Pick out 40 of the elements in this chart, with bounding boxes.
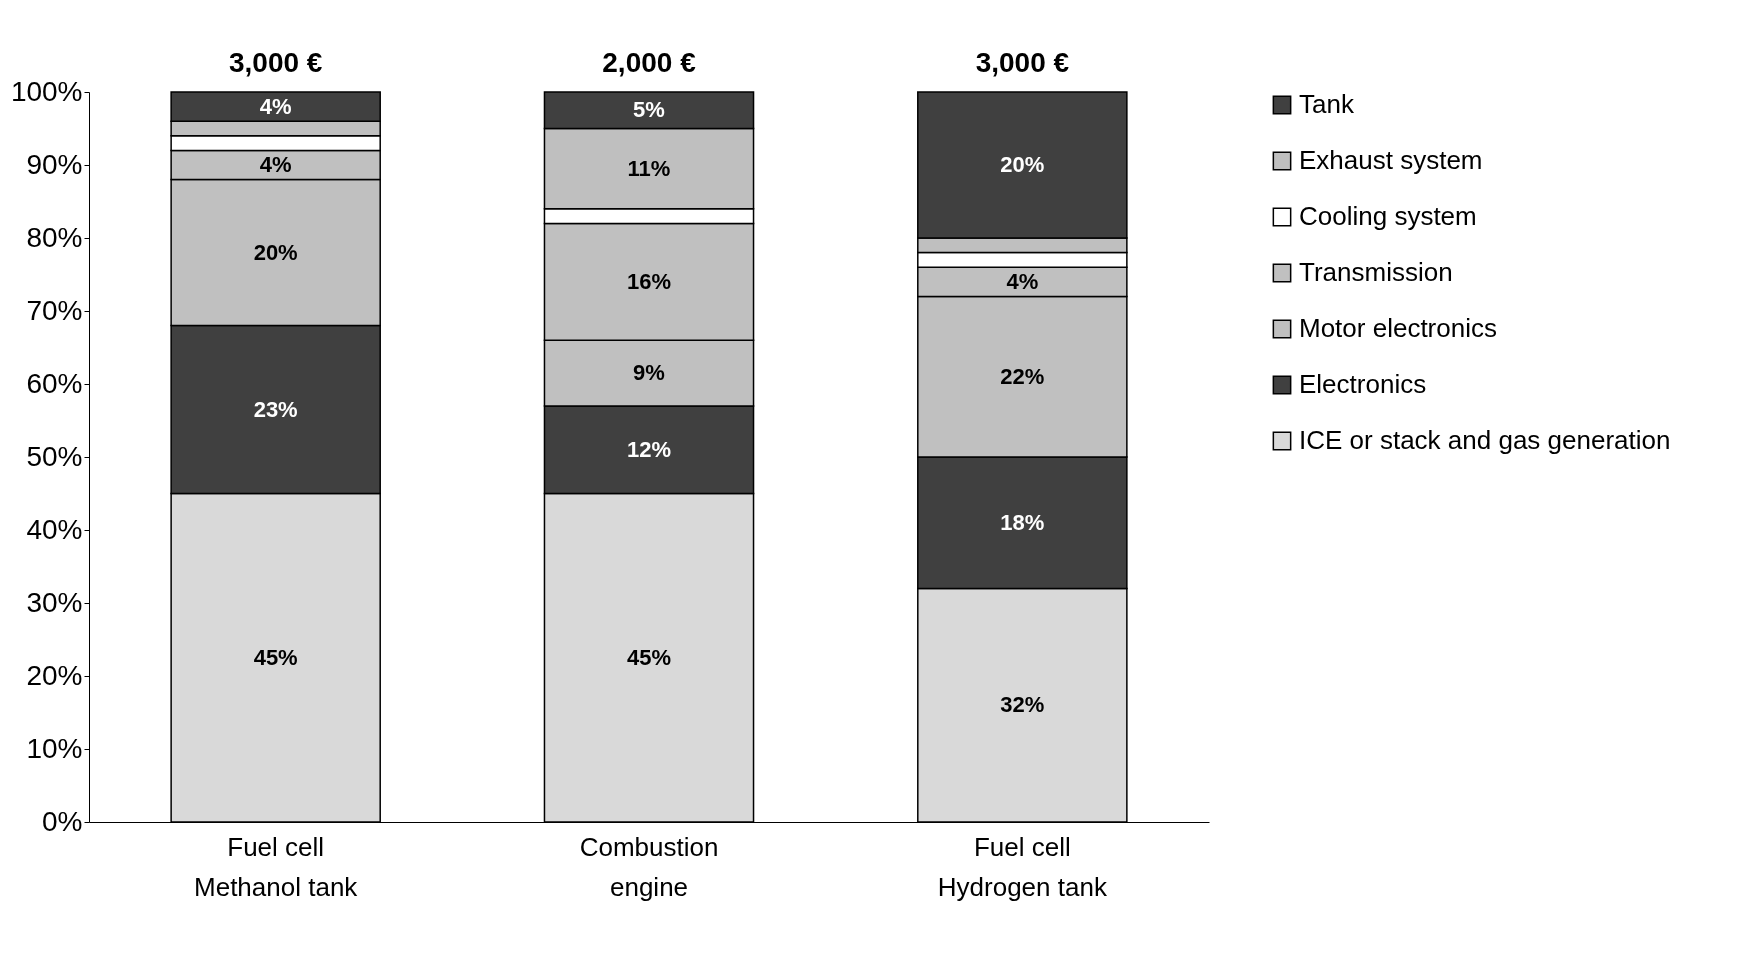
- data-label: 22%: [1000, 363, 1045, 389]
- data-label: 4%: [259, 93, 292, 119]
- legend-label: ICE or stack and gas generation: [1299, 425, 1671, 455]
- y-tick-label: 50%: [26, 440, 83, 472]
- data-label: 4%: [1006, 268, 1039, 294]
- data-label: 9%: [633, 360, 665, 386]
- y-tick-label: 10%: [26, 732, 83, 764]
- data-label: 23%: [253, 396, 298, 422]
- y-tick-label: 90%: [26, 148, 83, 180]
- legend-label: Tank: [1299, 89, 1355, 119]
- legend-label: Motor electronics: [1299, 313, 1497, 343]
- legend-label: Transmission: [1299, 257, 1453, 287]
- annotation: 3,000 €: [975, 47, 1070, 78]
- data-label: 18%: [1000, 509, 1045, 535]
- y-tick-label: 60%: [26, 367, 83, 399]
- y-tick-label: 40%: [26, 513, 83, 545]
- legend-label: Exhaust system: [1299, 145, 1483, 175]
- x-tick-label: Fuel cell Methanol tank: [194, 831, 359, 902]
- data-label: 12%: [626, 436, 672, 462]
- data-label: 11%: [627, 155, 671, 181]
- legend-label: Cooling system: [1299, 201, 1477, 231]
- data-label: 20%: [1000, 152, 1045, 177]
- y-tick-label: 30%: [26, 586, 83, 618]
- annotation: 3,000 €: [228, 47, 323, 78]
- annotation: 2,000 €: [602, 47, 697, 78]
- data-label: 4%: [259, 152, 292, 177]
- y-tick-label: 0%: [42, 805, 83, 837]
- data-label: 45%: [253, 644, 298, 670]
- x-tick-label: Fuel cell Hydrogen tank: [937, 831, 1108, 902]
- data-label: 32%: [1000, 692, 1045, 718]
- y-tick-label: 20%: [26, 659, 83, 691]
- y-tick-label: 100%: [10, 75, 83, 107]
- data-label: 16%: [626, 268, 672, 294]
- x-tick-label: Combustion engine: [579, 831, 719, 902]
- data-label: 20%: [253, 239, 298, 265]
- data-label: 5%: [633, 97, 665, 123]
- y-tick-label: 80%: [26, 221, 83, 253]
- data-label: 45%: [626, 644, 672, 670]
- legend-label: Electronics: [1299, 369, 1427, 399]
- y-tick-label: 70%: [26, 294, 83, 326]
